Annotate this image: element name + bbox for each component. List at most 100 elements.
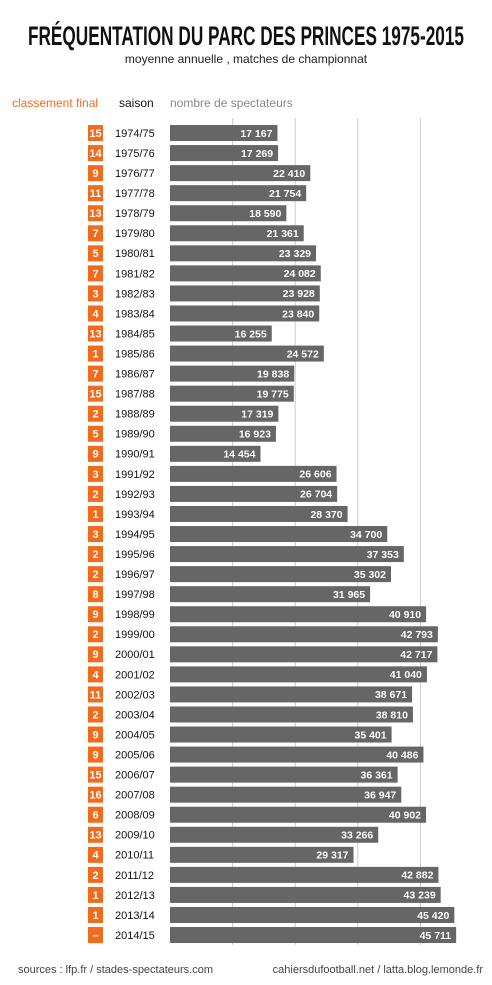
rank-badge <box>88 686 103 703</box>
bar <box>170 425 276 442</box>
rank-label: 9 <box>92 449 98 461</box>
bar <box>170 927 457 944</box>
rank-badge <box>88 185 103 202</box>
bar <box>170 505 348 522</box>
rank-badge <box>88 145 103 162</box>
bar <box>170 345 324 362</box>
bar <box>170 566 391 583</box>
value-label: 26 704 <box>300 489 332 501</box>
rank-label: 8 <box>92 589 98 601</box>
value-label: 42 793 <box>401 629 433 641</box>
y-tick-label: 1996/97 <box>115 569 155 581</box>
rank-badge <box>88 606 103 623</box>
rank-badge <box>88 666 103 683</box>
value-label: 38 671 <box>375 689 407 701</box>
bar <box>170 265 321 282</box>
rank-label: 14 <box>89 148 102 160</box>
y-tick-label: 1975/76 <box>115 148 155 160</box>
rank-badge <box>88 626 103 643</box>
rank-label: 13 <box>89 830 101 842</box>
y-tick-label: 1979/80 <box>115 228 155 240</box>
rank-badge <box>88 445 103 462</box>
y-tick-label: 1994/95 <box>115 529 155 541</box>
rank-label: – <box>92 930 98 942</box>
rank-badge <box>88 586 103 603</box>
y-tick-label: 1983/84 <box>115 308 155 320</box>
rank-badge <box>88 325 103 342</box>
y-tick-label: 2004/05 <box>115 729 155 741</box>
rank-label: 2 <box>92 409 98 421</box>
bar <box>170 706 413 723</box>
value-label: 40 902 <box>389 810 421 822</box>
value-label: 42 882 <box>401 870 433 882</box>
value-label: 35 401 <box>354 729 386 741</box>
value-label: 35 302 <box>354 569 386 581</box>
value-label: 34 700 <box>350 529 382 541</box>
bar <box>170 866 439 883</box>
rank-badge <box>88 826 103 843</box>
y-tick-label: 2005/06 <box>115 749 155 761</box>
rank-label: 7 <box>92 369 98 381</box>
rank-label: 2 <box>92 629 98 641</box>
y-tick-label: 1976/77 <box>115 168 155 180</box>
y-tick-label: 2003/04 <box>115 709 155 721</box>
bar <box>170 185 307 202</box>
rank-badge <box>88 927 103 944</box>
rank-badge <box>88 465 103 482</box>
y-tick-label: 1982/83 <box>115 288 155 300</box>
rank-label: 11 <box>90 188 102 200</box>
value-label: 40 486 <box>386 749 418 761</box>
y-tick-label: 1997/98 <box>115 589 155 601</box>
bar <box>170 666 427 683</box>
bar <box>170 546 404 563</box>
y-tick-label: 2013/14 <box>115 910 155 922</box>
y-tick-label: 1990/91 <box>115 449 155 461</box>
rank-label: 15 <box>89 770 101 782</box>
bar <box>170 886 441 903</box>
rank-label: 3 <box>92 469 98 481</box>
bar <box>170 405 279 422</box>
bar <box>170 385 294 402</box>
rank-label: 5 <box>92 429 98 441</box>
rank-header: classement final <box>12 96 98 110</box>
y-tick-label: 1984/85 <box>115 328 155 340</box>
rank-badge <box>88 566 103 583</box>
rank-label: 2 <box>92 549 98 561</box>
y-tick-label: 2011/12 <box>115 870 154 882</box>
y-tick-label: 1993/94 <box>115 509 155 521</box>
rank-label: 2 <box>92 489 98 501</box>
rank-label: 1 <box>92 890 98 902</box>
rank-label: 3 <box>92 288 98 300</box>
rank-label: 9 <box>92 749 98 761</box>
bar <box>170 465 337 482</box>
rank-label: 1 <box>92 910 98 922</box>
value-label: 17 269 <box>241 148 273 160</box>
value-label: 23 840 <box>282 308 314 320</box>
rank-badge <box>88 265 103 282</box>
rank-label: 15 <box>89 128 101 140</box>
value-label: 16 255 <box>235 328 267 340</box>
value-label: 17 319 <box>241 409 273 421</box>
rank-label: 16 <box>89 790 101 802</box>
bar <box>170 586 371 603</box>
y-tick-label: 1986/87 <box>115 369 155 381</box>
bar <box>170 285 320 302</box>
rank-label: 4 <box>92 850 99 862</box>
rank-badge <box>88 646 103 663</box>
bar <box>170 365 295 382</box>
value-label: 33 266 <box>341 830 373 842</box>
bar <box>170 445 261 462</box>
bar <box>170 526 388 543</box>
y-tick-label: 2006/07 <box>115 770 155 782</box>
value-label: 24 572 <box>287 348 319 360</box>
value-label: 43 239 <box>404 890 436 902</box>
rank-badge <box>88 526 103 543</box>
y-tick-label: 1995/96 <box>115 549 155 561</box>
value-label: 42 717 <box>400 649 432 661</box>
value-label: 28 370 <box>310 509 342 521</box>
bar <box>170 225 304 242</box>
bar <box>170 906 455 923</box>
rank-badge <box>88 726 103 743</box>
rank-badge <box>88 886 103 903</box>
rank-badge <box>88 345 103 362</box>
